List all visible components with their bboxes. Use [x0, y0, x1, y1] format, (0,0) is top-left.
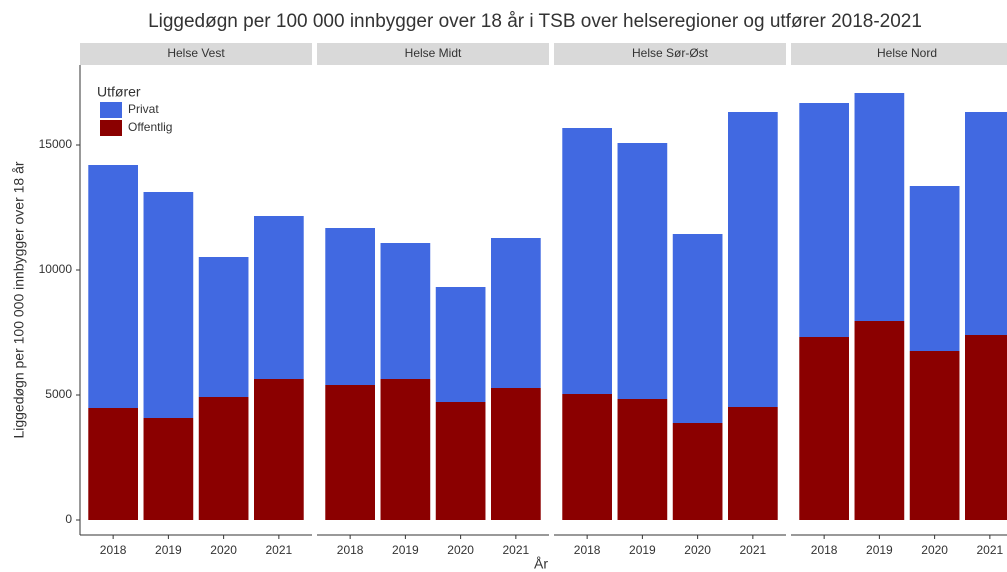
bar: [854, 93, 905, 321]
bar: [325, 385, 375, 520]
x-tick-label: 2018: [100, 543, 127, 557]
bar: [254, 216, 304, 379]
bar: [799, 103, 849, 337]
x-tick-label: 2019: [392, 543, 419, 557]
x-tick-label: 2019: [629, 543, 656, 557]
strip-label: Helse Sør-Øst: [632, 46, 709, 60]
bar: [965, 112, 1007, 335]
legend-label: Privat: [128, 102, 159, 116]
bar: [88, 165, 138, 408]
legend-swatch: [100, 102, 122, 118]
bar: [617, 143, 668, 399]
y-axis-title: Liggedøgn per 100 000 innbygger over 18 …: [11, 161, 27, 438]
x-tick-label: 2021: [740, 543, 767, 557]
bar: [965, 335, 1007, 520]
bar: [562, 128, 612, 394]
x-tick-label: 2021: [977, 543, 1004, 557]
bar: [909, 186, 960, 351]
bar: [854, 321, 905, 520]
x-tick-label: 2020: [684, 543, 711, 557]
bar: [380, 379, 431, 520]
x-tick-label: 2018: [574, 543, 601, 557]
bar: [491, 388, 541, 520]
x-tick-label: 2021: [266, 543, 293, 557]
strip: [554, 43, 786, 65]
y-tick-label: 10000: [39, 262, 73, 276]
bar: [799, 337, 849, 520]
x-tick-label: 2019: [155, 543, 182, 557]
bar: [909, 351, 960, 520]
x-tick-label: 2018: [337, 543, 364, 557]
bar: [672, 234, 723, 423]
bar: [617, 399, 668, 520]
bar: [435, 287, 486, 402]
x-tick-label: 2020: [210, 543, 237, 557]
bar: [672, 423, 723, 520]
bar: [143, 192, 194, 418]
strip: [317, 43, 549, 65]
y-tick-label: 0: [65, 512, 72, 526]
bar: [435, 402, 486, 520]
y-tick-label: 15000: [39, 137, 73, 151]
strip-label: Helse Vest: [167, 46, 225, 60]
bar: [143, 418, 194, 520]
bar: [88, 408, 138, 520]
x-axis-title: År: [534, 556, 548, 572]
bar: [380, 243, 431, 379]
x-tick-label: 2019: [866, 543, 893, 557]
y-tick-label: 5000: [45, 387, 72, 401]
bar: [491, 238, 541, 388]
strip: [80, 43, 312, 65]
bar: [198, 257, 249, 397]
legend-swatch: [100, 120, 122, 136]
strip-label: Helse Midt: [405, 46, 462, 60]
bar: [728, 407, 778, 520]
x-tick-label: 2020: [447, 543, 474, 557]
x-tick-label: 2020: [921, 543, 948, 557]
bar: [254, 379, 304, 520]
chart-title: Liggedøgn per 100 000 innbygger over 18 …: [148, 11, 922, 32]
legend-title: Utfører: [97, 84, 141, 100]
x-tick-label: 2018: [811, 543, 838, 557]
strip-label: Helse Nord: [877, 46, 937, 60]
bar: [562, 394, 612, 520]
strip: [791, 43, 1007, 65]
legend-label: Offentlig: [128, 120, 172, 134]
bar: [198, 397, 249, 520]
bar: [325, 228, 375, 385]
x-tick-label: 2021: [503, 543, 530, 557]
bar: [728, 112, 778, 407]
